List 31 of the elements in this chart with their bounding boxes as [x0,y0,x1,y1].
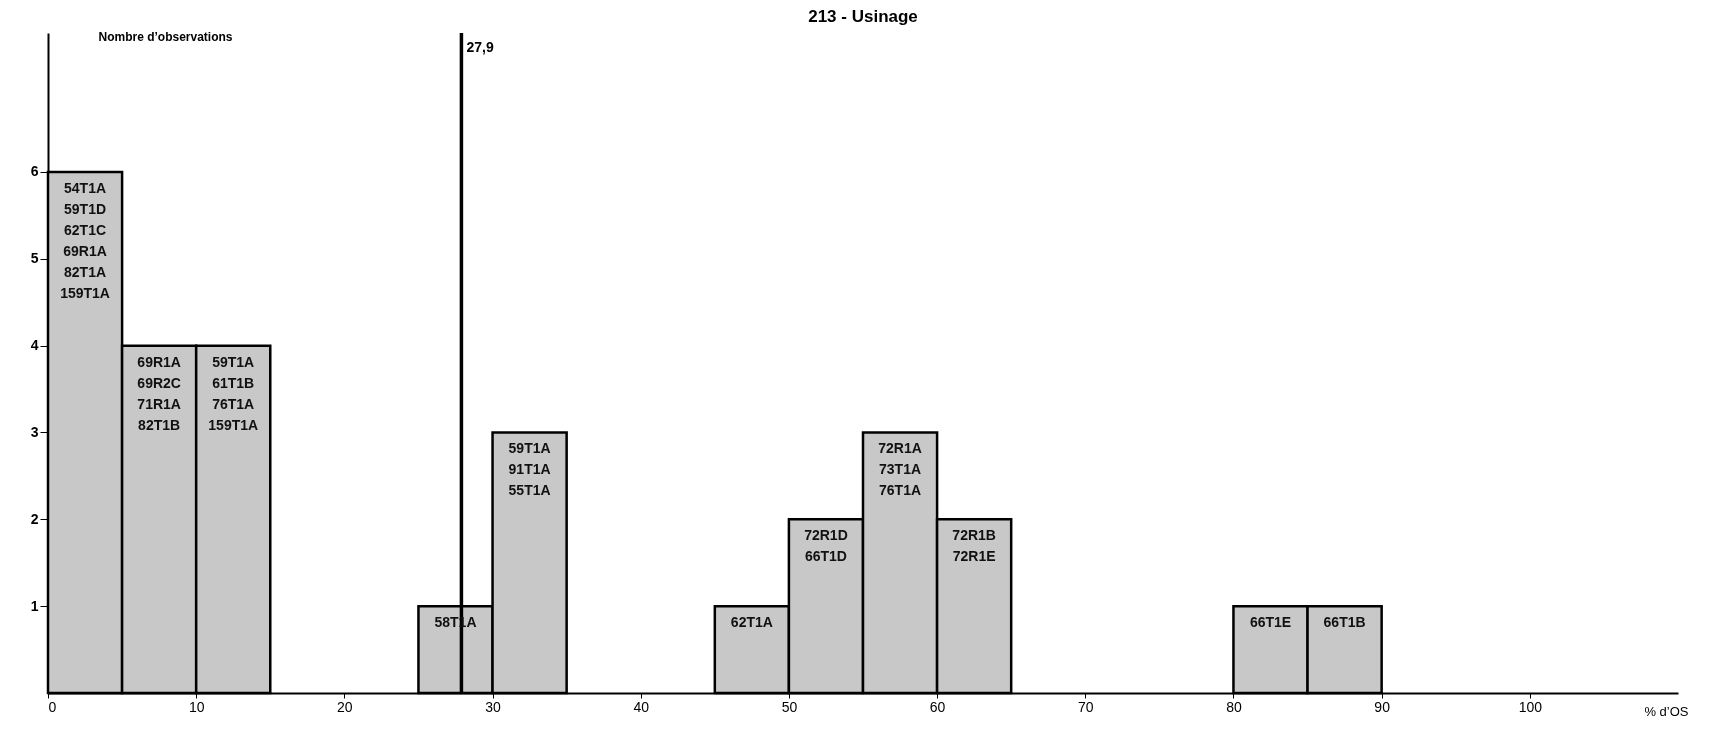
ref-line-label: 27,9 [466,39,494,55]
annotation: 69R1A 69R2C 71R1A 82T1B [137,353,181,433]
x-tick-label: 0 [48,698,57,715]
annotation: 72R1D 66T1D [804,527,848,565]
annotation: 59T1A 91T1A 55T1A [508,440,551,499]
x-tick-label: 80 [1226,698,1242,715]
annotation: 54T1A 59T1D 62T1C 69R1A 82T1A 159T1A [60,179,110,301]
x-tick-label: 60 [929,698,946,715]
annotation: 62T1A [730,614,773,631]
x-tick-label: 90 [1374,698,1391,715]
x-axis-title: % d’OS [1644,703,1689,719]
y-tick-label: 5 [30,250,39,267]
x-tick-label: 100 [1518,698,1543,715]
x-tick-label: 40 [633,698,650,715]
x-tick-label: 10 [188,698,205,715]
y-tick-label: 6 [30,163,39,180]
x-tick-label: 50 [781,698,798,715]
annotation: 72R1B 72R1E [952,527,996,565]
y-axis-title: Nombre d’observations [98,29,233,44]
annotation: 66T1B [1323,614,1366,631]
y-tick-label: 1 [30,597,39,614]
annotation: 66T1E [1249,614,1292,631]
x-tick-label: 70 [1077,698,1094,715]
annotation: 72R1A 73T1A 76T1A [878,440,922,499]
y-tick-label: 2 [30,510,39,527]
x-tick-label: 20 [337,698,353,715]
y-tick-label: 3 [30,423,39,440]
y-tick-label: 4 [30,337,39,354]
x-tick-label: 30 [485,698,502,715]
annotation: 59T1A 61T1B 76T1A 159T1A [208,353,259,433]
chart-title: 213 - Usinage [808,7,918,26]
